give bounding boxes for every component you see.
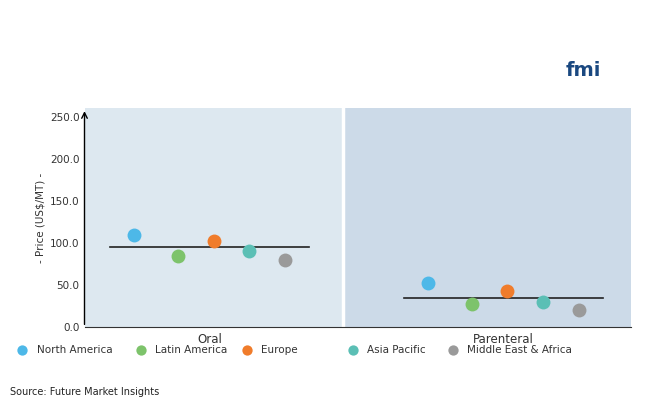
Point <box>538 299 549 305</box>
Text: Europe: Europe <box>261 345 298 355</box>
Bar <box>343 108 630 327</box>
Point <box>467 301 477 308</box>
Point <box>405 160 415 167</box>
Bar <box>84 108 343 327</box>
Point <box>129 231 139 238</box>
Point <box>209 237 219 244</box>
Point <box>502 288 513 294</box>
Text: Asia Pacific: Asia Pacific <box>367 345 426 355</box>
Text: Source: Future Market Insights: Source: Future Market Insights <box>10 387 159 396</box>
Text: Latin America: Latin America <box>155 345 228 355</box>
Point <box>574 306 584 313</box>
Text: Future Market Insights: Future Market Insights <box>548 95 619 100</box>
Point <box>280 256 291 263</box>
Point <box>422 279 433 286</box>
Text: fmi: fmi <box>566 61 601 80</box>
Point <box>173 252 183 259</box>
Text: Global Hypoparathyroidism Treatment Market, By Route of
Administration, 2021: Global Hypoparathyroidism Treatment Mark… <box>16 28 457 58</box>
Text: North America: North America <box>36 345 112 355</box>
Text: Middle East & Africa: Middle East & Africa <box>467 345 572 355</box>
Point <box>244 248 255 255</box>
Y-axis label: - Price (US$/MT) -: - Price (US$/MT) - <box>36 173 46 263</box>
